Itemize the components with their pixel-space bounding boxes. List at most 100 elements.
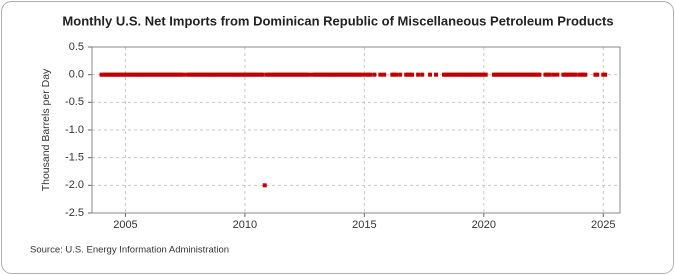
data-point [244, 72, 249, 77]
data-point [447, 72, 452, 77]
data-point [268, 72, 273, 77]
data-point [316, 72, 321, 77]
chart-title: Monthly U.S. Net Imports from Dominican … [62, 13, 613, 28]
data-point [428, 72, 433, 77]
data-point [406, 72, 411, 77]
x-tick-label: 2025 [591, 219, 615, 231]
data-point [149, 72, 154, 77]
data-point [410, 72, 415, 77]
data-point [583, 72, 588, 77]
data-point [507, 72, 512, 77]
data-point [256, 72, 261, 77]
data-point [143, 72, 148, 77]
data-point [238, 72, 243, 77]
data-point [179, 72, 184, 77]
data-point [382, 72, 387, 77]
data-point [471, 72, 476, 77]
data-point [531, 72, 536, 77]
data-point [434, 72, 439, 77]
data-point [262, 183, 267, 188]
data-point [543, 72, 548, 77]
data-point [191, 72, 196, 77]
data-point [551, 72, 556, 77]
data-point [226, 72, 231, 77]
data-point [197, 72, 202, 77]
data-point [232, 72, 237, 77]
data-point [173, 72, 178, 77]
data-point [161, 72, 166, 77]
y-tick-label: -0.5 [65, 96, 84, 108]
data-point [547, 72, 552, 77]
x-tick-label: 2005 [113, 219, 137, 231]
data-point [101, 72, 106, 77]
data-point [107, 72, 112, 77]
data-point [537, 72, 542, 77]
x-tick-label: 2020 [472, 219, 496, 231]
data-point [310, 72, 315, 77]
data-point [155, 72, 160, 77]
data-point [495, 72, 500, 77]
data-point [125, 72, 130, 77]
x-tick-label: 2015 [352, 219, 376, 231]
y-tick-label: -2.5 [65, 207, 84, 219]
data-point [220, 72, 225, 77]
data-point [477, 72, 482, 77]
data-point [579, 72, 584, 77]
data-point [260, 72, 265, 77]
y-tick-label: -1.5 [65, 152, 84, 164]
data-point [525, 72, 530, 77]
data-point [483, 72, 488, 77]
plot-border [91, 46, 621, 214]
y-tick-label: 0.5 [69, 41, 84, 53]
data-point [519, 72, 524, 77]
data-point [368, 72, 373, 77]
data-point [214, 72, 219, 77]
data-point [322, 72, 327, 77]
data-point [250, 72, 255, 77]
data-point [595, 72, 600, 77]
data-point [603, 72, 608, 77]
data-point [167, 72, 172, 77]
data-point [328, 72, 333, 77]
data-point [113, 72, 118, 77]
data-point [573, 72, 578, 77]
data-point [465, 72, 470, 77]
data-point [181, 72, 186, 77]
data-point [416, 72, 421, 77]
data-point [298, 72, 303, 77]
data-point [513, 72, 518, 77]
data-point [185, 72, 190, 77]
data-point [453, 72, 458, 77]
data-point [567, 72, 572, 77]
data-point [561, 72, 566, 77]
data-point [555, 72, 560, 77]
data-point [286, 72, 291, 77]
data-point [208, 72, 213, 77]
data-point [306, 72, 311, 77]
data-point [137, 72, 142, 77]
data-point [420, 72, 425, 77]
data-point [304, 72, 309, 77]
data-point [131, 72, 136, 77]
data-point [378, 72, 383, 77]
data-point [340, 72, 345, 77]
data-point [352, 72, 357, 77]
y-tick-label: -1.0 [65, 124, 84, 136]
data-point [280, 72, 285, 77]
y-tick-label: -2.0 [65, 179, 84, 191]
data-point [203, 72, 208, 77]
data-point [441, 72, 446, 77]
data-point [274, 72, 279, 77]
y-axis-label: Thousand Barrels per Day [40, 68, 52, 191]
data-point [501, 72, 506, 77]
data-point [372, 72, 377, 77]
data-point [459, 72, 464, 77]
data-point [346, 72, 351, 77]
data-point [364, 72, 369, 77]
data-point [358, 72, 363, 77]
data-point [398, 72, 403, 77]
data-point [292, 72, 297, 77]
data-point [119, 72, 124, 77]
